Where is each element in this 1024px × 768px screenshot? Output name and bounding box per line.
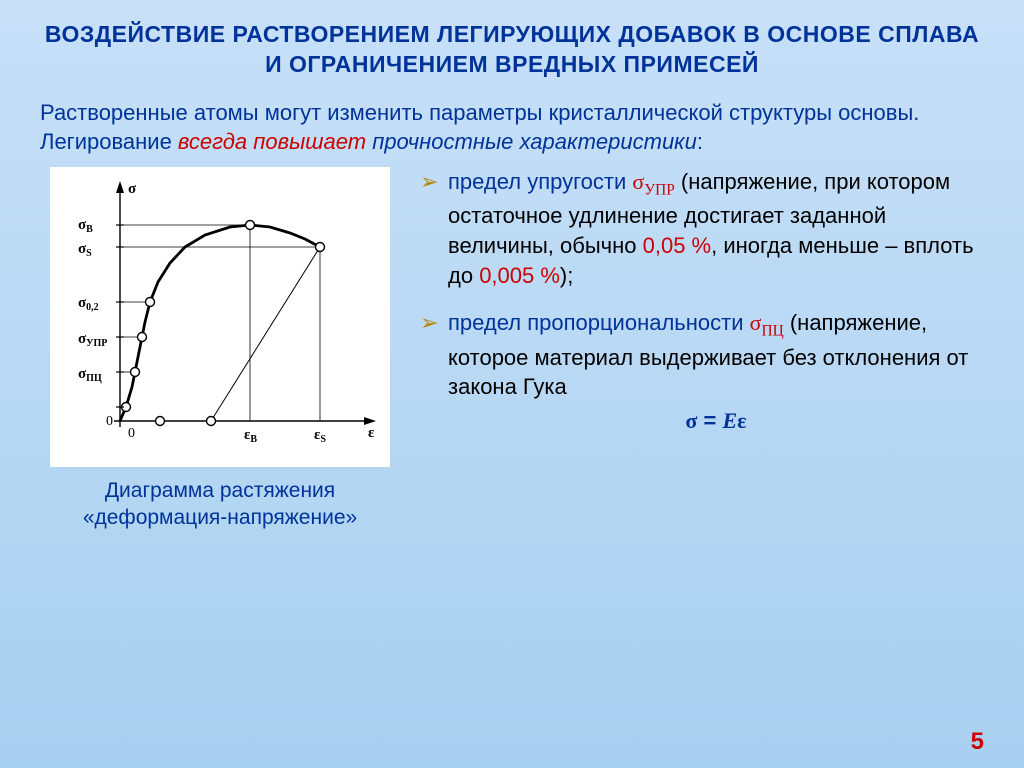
intro-colon: :: [697, 129, 703, 154]
slide-title: ВОЗДЕЙСТВИЕ РАСТВОРЕНИЕМ ЛЕГИРУЮЩИХ ДОБА…: [40, 20, 984, 80]
bullet2-lead: предел пропорциональности: [448, 310, 750, 335]
page-number: 5: [971, 728, 984, 756]
sigma-pc-symbol: σПЦ: [750, 310, 784, 335]
chart-caption-line2: «деформация-напряжение»: [83, 506, 357, 529]
svg-text:0: 0: [128, 426, 135, 441]
svg-text:εS: εS: [314, 427, 326, 445]
hooke-equation: σ = Eε: [448, 406, 984, 436]
chart-caption: Диаграмма растяжения «деформация-напряже…: [40, 477, 400, 532]
bullet1-val2: 0,005 %: [479, 263, 560, 288]
sigma-upr-symbol: σУПР: [632, 169, 674, 194]
intro-emphasis-blue: прочностные характеристики: [366, 129, 697, 154]
svg-text:σУПР: σУПР: [78, 331, 107, 349]
chart-caption-line1: Диаграмма растяжения: [105, 479, 335, 502]
bullet1-val1: 0,05 %: [643, 233, 712, 258]
bullet-proportionality-limit: предел пропорциональности σПЦ (напряжени…: [420, 308, 984, 435]
svg-text:σПЦ: σПЦ: [78, 366, 102, 384]
intro-emphasis-red: всегда повышает: [178, 129, 366, 154]
svg-text:ε: ε: [368, 425, 375, 441]
bullet1-text3: );: [560, 263, 573, 288]
svg-text:0: 0: [106, 414, 113, 429]
svg-text:σ: σ: [128, 181, 137, 197]
svg-text:σВ: σВ: [78, 217, 93, 235]
svg-text:εВ: εВ: [244, 427, 257, 445]
svg-text:σS: σS: [78, 241, 92, 259]
intro-paragraph: Растворенные атомы могут изменить параме…: [40, 98, 984, 157]
bullet1-lead: предел упругости: [448, 169, 632, 194]
stress-strain-chart: σ ε 0 0 σВ σS σ0,2 σУПР σПЦ εВ εS: [50, 167, 390, 467]
bullet-elastic-limit: предел упругости σУПР (напряжение, при к…: [420, 167, 984, 290]
svg-text:σ0,2: σ0,2: [78, 295, 99, 313]
